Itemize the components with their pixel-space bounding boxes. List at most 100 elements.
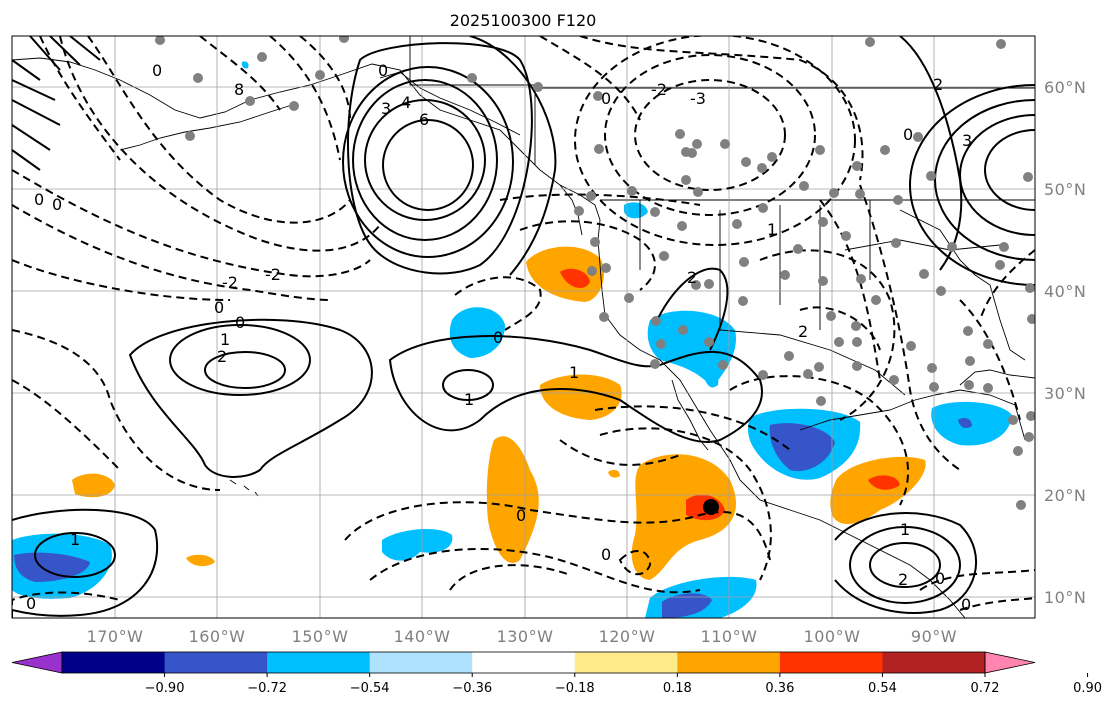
graticule <box>12 36 1035 618</box>
lon-label: 150°W <box>292 627 349 646</box>
lon-label: 90°W <box>911 627 957 646</box>
contour-label: 1 <box>569 363 579 382</box>
anomaly-strong-negative-region <box>662 593 712 618</box>
contour-label: 0 <box>903 125 913 144</box>
contour-label: -2 <box>222 273 238 292</box>
contour-label: 0 <box>935 569 945 588</box>
latitude-axis: 60°N 50°N 40°N 30°N 20°N 10°N <box>1044 78 1086 607</box>
contour-label: -3 <box>690 89 706 108</box>
contour-label: 0 <box>52 195 62 214</box>
location-marker <box>703 499 719 515</box>
colorbar-tick-label: 0.36 <box>765 681 794 696</box>
anomaly-negative-region <box>241 61 249 69</box>
colorbar-tick-label: −0.72 <box>247 681 287 696</box>
contour-label: 0 <box>961 595 971 614</box>
lat-label: 20°N <box>1044 486 1086 505</box>
lat-label: 30°N <box>1044 384 1086 403</box>
lon-label: 160°W <box>189 627 246 646</box>
figure-title: 2025100300 F120 <box>450 11 597 30</box>
colorbar-bin <box>472 652 576 673</box>
colorbar-bin <box>369 652 473 673</box>
lat-label: 60°N <box>1044 78 1086 97</box>
colorbar-tick-label: 0.18 <box>663 681 692 696</box>
contour-label: 2 <box>933 75 943 94</box>
colorbar-tick-label: −0.54 <box>350 681 390 696</box>
colorbar-bin <box>164 652 268 673</box>
anomaly-strong-negative-region <box>14 552 90 582</box>
lon-label: 120°W <box>599 627 656 646</box>
anomaly-positive-region <box>608 469 620 478</box>
colorbar-tick-label: −0.36 <box>452 681 492 696</box>
contour-label: 1 <box>464 390 474 409</box>
lon-label: 130°W <box>497 627 554 646</box>
colorbar-bin <box>779 652 883 673</box>
anomaly-negative-region <box>449 307 505 358</box>
contour-label: 0 <box>493 328 503 347</box>
station-dots <box>155 36 1035 510</box>
lon-label: 140°W <box>394 627 451 646</box>
colorbar-tick-label: 0.90 <box>1073 681 1102 696</box>
colorbar-bin <box>574 652 678 673</box>
contour-label: 0 <box>516 506 526 525</box>
colorbar-tick-label: −0.90 <box>145 681 185 696</box>
contour-label: 3 <box>962 131 972 150</box>
lon-label: 170°W <box>87 627 144 646</box>
anomaly-positive-region <box>830 456 926 525</box>
longitude-axis: 170°W 160°W 150°W 140°W 130°W 120°W 110°… <box>87 627 957 646</box>
colorbar: −0.90 −0.72 −0.54 −0.36 −0.18 0.18 0.36 0.54 0.7… <box>11 651 1102 696</box>
contour-label: 1 <box>220 330 230 349</box>
lat-label: 50°N <box>1044 180 1086 199</box>
anomaly-positive-region <box>72 473 115 498</box>
lon-label: 110°W <box>701 627 758 646</box>
contour-label: 1 <box>70 530 80 549</box>
contour-label: 0 <box>26 594 36 613</box>
contour-label: 2 <box>898 570 908 589</box>
contour-labels: 6 4 3 0 8 0 -3 -2 0 2 3 0 0 0 -2 -2 0 0 … <box>26 61 972 614</box>
contour-label: 1 <box>900 520 910 539</box>
anomaly-strong-positive-region <box>868 475 900 490</box>
contour-label: 0 <box>601 89 611 108</box>
contour-label: 0 <box>34 190 44 209</box>
colorbar-extend-low <box>11 651 63 674</box>
dashed-contours <box>12 36 1035 618</box>
colorbar-tick-label: 0.72 <box>971 681 1000 696</box>
contour-label: 4 <box>401 93 411 112</box>
anomaly-strong-negative-region <box>958 418 972 428</box>
contour-label: -2 <box>265 265 281 284</box>
contour-label: 0 <box>378 61 388 80</box>
contour-label: -2 <box>651 80 667 99</box>
lon-label: 100°W <box>804 627 861 646</box>
solid-contours <box>12 36 1035 617</box>
colorbar-bin <box>267 652 371 673</box>
contour-label: 0 <box>235 313 245 332</box>
contour-label: 0 <box>152 61 162 80</box>
anomaly-negative-region <box>647 310 736 388</box>
contour-label: 3 <box>381 99 391 118</box>
lat-label: 10°N <box>1044 588 1086 607</box>
anomaly-negative-region <box>705 375 719 388</box>
contour-label: 8 <box>234 80 244 99</box>
contour-label: 6 <box>419 110 429 129</box>
anomaly-positive-region <box>186 554 215 567</box>
map-border <box>11 35 1036 619</box>
anomaly-strong-negative-region <box>769 423 835 472</box>
contour-label: 0 <box>214 298 224 317</box>
contour-label: 2 <box>687 268 697 287</box>
colorbar-tick-label: 0.54 <box>868 681 897 696</box>
anomaly-positive-region <box>631 454 737 580</box>
lat-label: 40°N <box>1044 282 1086 301</box>
anomaly-negative-region <box>382 528 453 561</box>
colorbar-outline <box>61 651 986 674</box>
colorbar-bin <box>677 652 781 673</box>
contour-label: 1 <box>767 220 777 239</box>
colorbar-tick-label: −0.18 <box>555 681 595 696</box>
contour-label: 2 <box>798 322 808 341</box>
colorbar-bin <box>62 652 166 673</box>
anomaly-negative-region <box>624 202 648 219</box>
contour-label: 0 <box>601 545 611 564</box>
anomaly-positive-region <box>486 436 539 563</box>
anomaly-strong-positive-region <box>560 268 590 288</box>
map-panel: 6 4 3 0 8 0 -3 -2 0 2 3 0 0 0 -2 -2 0 0 … <box>12 36 1035 618</box>
contour-label: 2 <box>217 347 227 366</box>
